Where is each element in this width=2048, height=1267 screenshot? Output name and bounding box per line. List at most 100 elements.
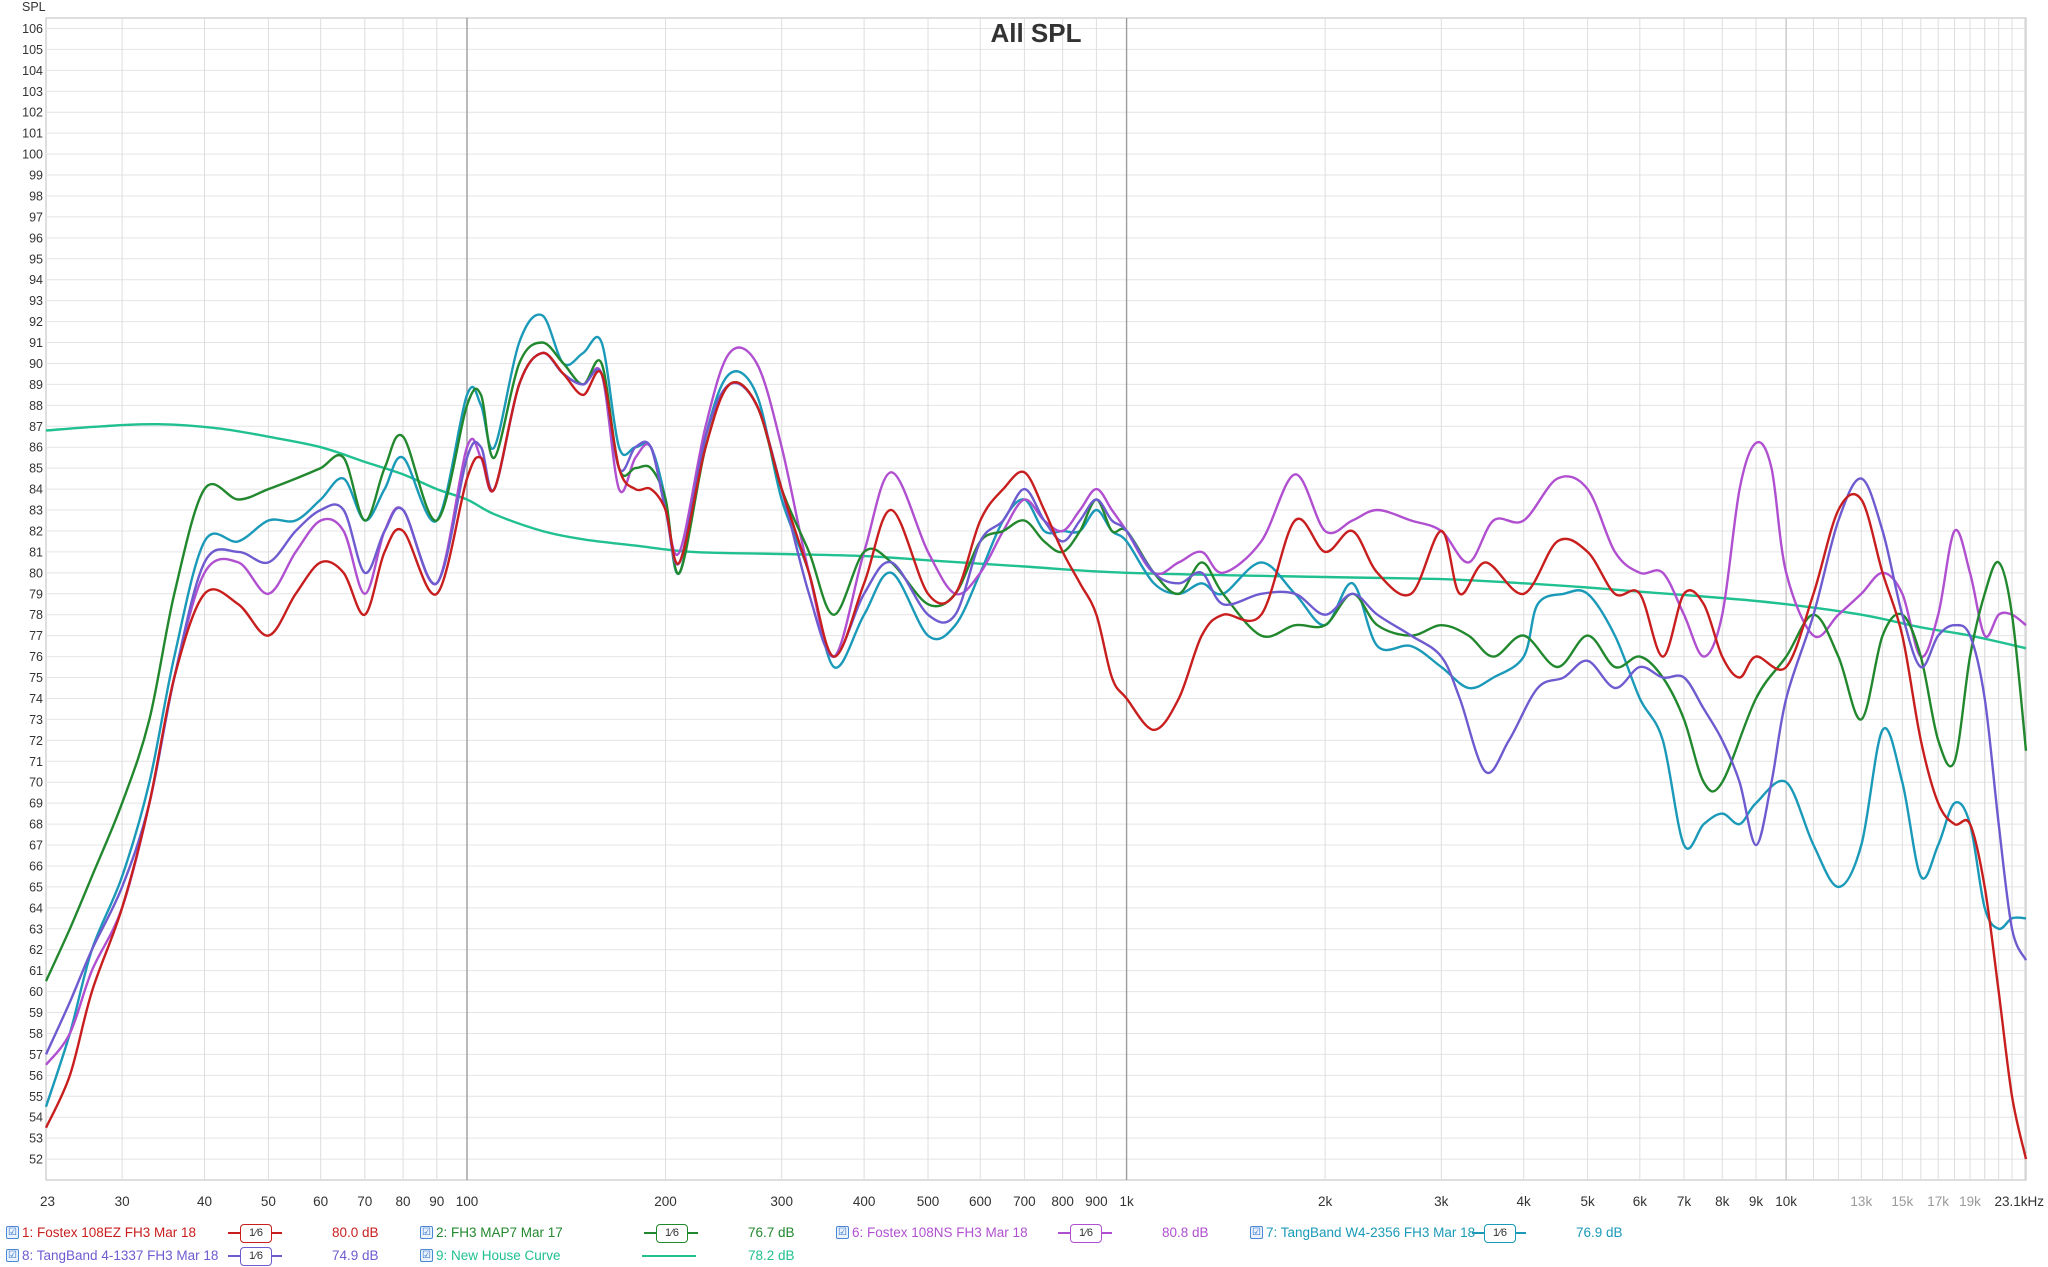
x-tick-label: 30 — [115, 1194, 130, 1209]
y-tick-label: 62 — [29, 943, 43, 957]
y-tick-label: 63 — [29, 922, 43, 936]
y-tick-label: 66 — [29, 859, 43, 873]
legend-checkbox[interactable]: ☑ — [1250, 1226, 1263, 1239]
smoothing-button[interactable]: 1⁄6 — [1070, 1224, 1102, 1243]
x-tick-label: 17k — [1927, 1194, 1949, 1209]
y-tick-label: 71 — [29, 755, 43, 769]
y-tick-label: 54 — [29, 1111, 43, 1125]
plot-background — [45, 17, 2027, 1181]
y-tick-label: 59 — [29, 1006, 43, 1020]
x-tick-label: 23.1kHz — [1994, 1194, 2044, 1209]
y-tick-label: 61 — [29, 964, 43, 978]
x-tick-labels: 23 30 40 50 60 70 80 90 100 200 300 400 500 600 700 800… — [40, 1194, 2044, 1209]
y-tick-label: 80 — [29, 566, 43, 580]
x-tick-label: 4k — [1517, 1194, 1532, 1209]
y-tick-label: 73 — [29, 713, 43, 727]
y-tick-label: 84 — [29, 483, 43, 497]
x-tick-label: 200 — [654, 1194, 677, 1209]
x-tick-label: 80 — [396, 1194, 411, 1209]
legend-series-name: 6: Fostex 108NS FH3 Mar 18 — [852, 1225, 1028, 1240]
legend: ☑ 1: Fostex 108EZ FH3 Mar 18 1⁄6 80.0 dB… — [0, 1216, 2048, 1266]
y-tick-label: 70 — [29, 776, 43, 790]
smoothing-button[interactable]: 1⁄6 — [240, 1224, 272, 1243]
y-tick-label: 68 — [29, 818, 43, 832]
spl-chart: 52 53 54 55 56 57 58 59 60 61 62 63 64 65 66 67 68 69 70 71… — [22, 0, 2044, 1209]
grid-lines — [46, 18, 2026, 1180]
x-tick-label: 23 — [40, 1194, 55, 1209]
y-tick-label: 55 — [29, 1090, 43, 1104]
y-tick-label: 92 — [29, 315, 43, 329]
series-line-2 — [44, 341, 2028, 982]
x-tick-label: 2k — [1318, 1194, 1333, 1209]
legend-checkbox[interactable]: ☑ — [420, 1226, 433, 1239]
legend-checkbox[interactable]: ☑ — [420, 1249, 433, 1262]
y-tick-labels: 52 53 54 55 56 57 58 59 60 61 62 63 64 65 66 67 68 69 70 71… — [22, 22, 43, 1167]
x-tick-label: 13k — [1850, 1194, 1872, 1209]
x-tick-label: 70 — [357, 1194, 372, 1209]
legend-checkbox[interactable]: ☑ — [6, 1226, 19, 1239]
y-tick-label: 88 — [29, 399, 43, 413]
legend-series-name: 1: Fostex 108EZ FH3 Mar 18 — [22, 1225, 197, 1240]
y-tick-label: 60 — [29, 985, 43, 999]
y-tick-label: 99 — [29, 169, 43, 183]
y-tick-label: 105 — [22, 43, 43, 57]
x-tick-label: 600 — [969, 1194, 992, 1209]
y-tick-label: 76 — [29, 650, 43, 664]
x-tick-label: 1k — [1119, 1194, 1134, 1209]
smoothing-button[interactable]: 1⁄6 — [656, 1224, 688, 1243]
y-tick-label: 74 — [29, 692, 43, 706]
x-tick-label: 300 — [770, 1194, 793, 1209]
y-tick-label: 100 — [22, 148, 43, 162]
x-tick-label: 3k — [1434, 1194, 1449, 1209]
x-tick-label: 500 — [917, 1194, 940, 1209]
y-tick-label: 72 — [29, 734, 43, 748]
legend-series-name: 7: TangBand W4-2356 FH3 Mar 18 — [1266, 1225, 1476, 1240]
y-tick-label: 103 — [22, 85, 43, 99]
x-tick-label: 60 — [313, 1194, 328, 1209]
y-axis-label: SPL — [22, 0, 46, 14]
y-tick-label: 81 — [29, 545, 43, 559]
series-line-1 — [44, 351, 2028, 1160]
y-tick-label: 65 — [29, 880, 43, 894]
y-tick-label: 86 — [29, 441, 43, 455]
legend-item-fostex-108ns: ☑ 6: Fostex 108NS FH3 Mar 18 1⁄6 80.8 dB — [836, 1222, 1256, 1244]
x-tick-label: 900 — [1085, 1194, 1108, 1209]
legend-level-value: 80.8 dB — [1162, 1225, 1209, 1240]
y-tick-label: 77 — [29, 629, 43, 643]
y-tick-label: 89 — [29, 378, 43, 392]
legend-checkbox[interactable]: ☑ — [6, 1249, 19, 1262]
legend-level-value: 76.9 dB — [1576, 1225, 1623, 1240]
y-tick-label: 58 — [29, 1027, 43, 1041]
y-tick-label: 64 — [29, 901, 43, 915]
x-tick-label: 10k — [1775, 1194, 1797, 1209]
legend-item-tangband-w4-2356: ☑ 7: TangBand W4-2356 FH3 Mar 18 1⁄6 76.… — [1250, 1222, 1670, 1244]
y-tick-label: 56 — [29, 1069, 43, 1083]
frequency-response-curves — [44, 313, 2028, 1160]
y-tick-label: 94 — [29, 273, 43, 287]
y-tick-label: 101 — [22, 127, 43, 141]
y-tick-label: 67 — [29, 839, 43, 853]
legend-level-value: 76.7 dB — [748, 1225, 795, 1240]
legend-line-sample — [642, 1255, 696, 1257]
legend-item-fostex-108ez: ☑ 1: Fostex 108EZ FH3 Mar 18 1⁄6 80.0 dB — [6, 1222, 426, 1244]
y-tick-label: 96 — [29, 231, 43, 245]
legend-checkbox[interactable]: ☑ — [836, 1226, 849, 1239]
y-tick-label: 78 — [29, 608, 43, 622]
y-tick-label: 87 — [29, 420, 43, 434]
smoothing-button[interactable]: 1⁄6 — [240, 1247, 272, 1266]
legend-level-value: 80.0 dB — [332, 1225, 379, 1240]
y-tick-label: 93 — [29, 294, 43, 308]
x-tick-label: 9k — [1749, 1194, 1764, 1209]
y-tick-label: 98 — [29, 189, 43, 203]
x-tick-label: 100 — [456, 1194, 479, 1209]
x-tick-label: 15k — [1891, 1194, 1913, 1209]
x-tick-label: 40 — [197, 1194, 212, 1209]
x-tick-label: 5k — [1580, 1194, 1595, 1209]
y-tick-label: 85 — [29, 462, 43, 476]
y-tick-label: 57 — [29, 1048, 43, 1062]
y-tick-label: 104 — [22, 64, 43, 78]
x-tick-label: 7k — [1677, 1194, 1692, 1209]
smoothing-button[interactable]: 1⁄6 — [1484, 1224, 1516, 1243]
legend-series-name: 8: TangBand 4-1337 FH3 Mar 18 — [22, 1248, 219, 1263]
x-tick-label: 19k — [1959, 1194, 1981, 1209]
